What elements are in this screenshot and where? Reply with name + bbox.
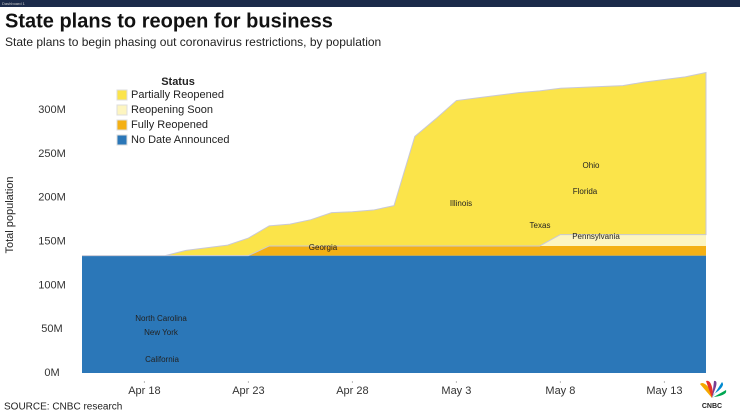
x-tick-label: May 13 (646, 385, 682, 397)
legend-title: Status (161, 76, 195, 88)
x-tick-label: Apr 28 (336, 385, 368, 397)
top-bar-label: Dashboard 1 (2, 1, 26, 6)
legend-swatch (116, 104, 128, 116)
legend-swatch (116, 89, 128, 101)
state-label: California (145, 355, 179, 364)
top-bar (0, 0, 740, 7)
area (82, 234, 706, 256)
logo-text: CNBC (702, 403, 722, 410)
state-label: Florida (573, 187, 598, 196)
y-tick-label: 150M (38, 235, 66, 247)
state-label: North Carolina (135, 314, 187, 323)
state-label: Illinois (450, 199, 472, 208)
legend-label: Reopening Soon (131, 104, 213, 116)
area (82, 255, 706, 373)
y-tick-label: 50M (41, 323, 62, 335)
legend-swatch (116, 134, 128, 146)
area (82, 245, 706, 256)
x-tick-label: Apr 18 (128, 385, 160, 397)
state-label: Georgia (309, 243, 338, 252)
y-tick-label: 300M (38, 104, 66, 116)
y-tick-label: 200M (38, 192, 66, 204)
cnbc-logo: CNBC (700, 380, 727, 410)
x-tick-label: Apr 23 (232, 385, 264, 397)
y-tick-label: 100M (38, 279, 66, 291)
state-label: Texas (530, 221, 551, 230)
area (82, 71, 707, 257)
chart-subtitle: State plans to begin phasing out coronav… (5, 35, 381, 49)
x-tick-label: May 3 (441, 385, 471, 397)
y-tick-label: 0M (44, 367, 59, 379)
state-label: Ohio (583, 161, 600, 170)
legend-label: Partially Reopened (131, 89, 224, 101)
source: SOURCE: CNBC research (4, 402, 122, 413)
y-tick-label: 250M (38, 148, 66, 160)
y-axis-label: Total population (4, 176, 16, 253)
state-label: New York (144, 328, 179, 337)
chart-title: State plans to reopen for business (5, 10, 333, 32)
x-tick-label: May 8 (545, 385, 575, 397)
state-label: Pennsylvania (572, 232, 620, 241)
legend-label: No Date Announced (131, 134, 229, 146)
legend-swatch (116, 119, 128, 131)
legend-label: Fully Reopened (131, 119, 208, 131)
